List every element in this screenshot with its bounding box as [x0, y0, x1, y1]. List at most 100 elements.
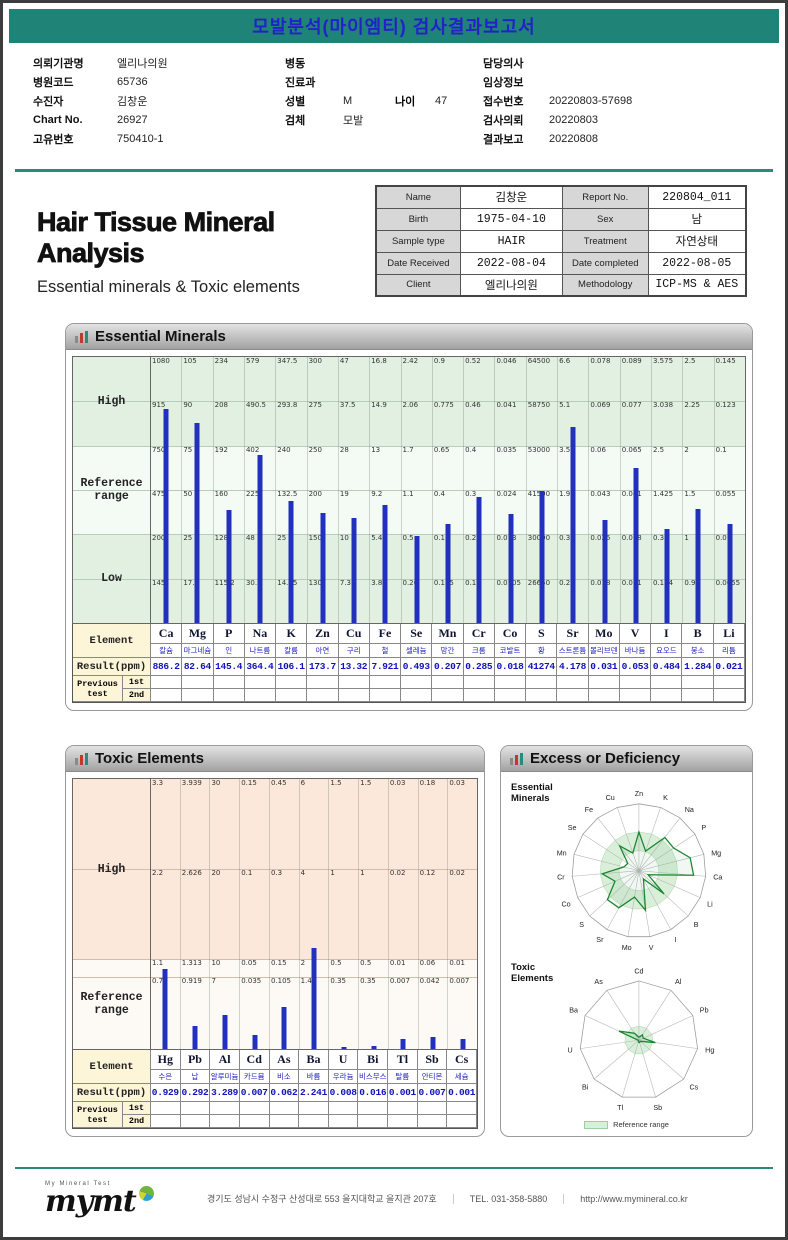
element-korean-name: 바륨: [299, 1070, 329, 1084]
footer-url[interactable]: http://www.mymineral.co.kr: [563, 1193, 688, 1204]
result-value: 0.001: [388, 1084, 418, 1102]
scale-value: 0.065: [621, 445, 642, 454]
gridline: [73, 401, 745, 403]
chart-column-v: 0.089 0.077 0.065 0.041 0.018 0.011: [619, 357, 651, 623]
scale-value: 0.01: [389, 959, 406, 967]
element-symbol: Sr: [557, 624, 589, 644]
section-title: Essential Minerals: [95, 328, 226, 345]
toxic-elements-table: Element Hg Pb Al Cd As Ba U Bi Tl Sb Cs 수은 납 알루미늄 카드뮴 비소…: [72, 1050, 478, 1129]
result-value: 0.292: [180, 1084, 211, 1102]
scale-value: 2.5: [684, 357, 696, 365]
report-banner: 모발분석(마이엠티) 검사결과보고서: [9, 9, 779, 43]
bar-chart-icon: [75, 752, 88, 765]
radar-axis-label: Ba: [569, 1006, 578, 1014]
element-symbol: Na: [244, 624, 277, 644]
result-bar-cs: [460, 1038, 466, 1049]
panel-header: Toxic Elements: [66, 746, 484, 772]
element-korean-name: 코발트: [494, 644, 527, 658]
result-bar-p: [226, 510, 232, 623]
patient-info-col2: 병동 진료과 성별 M 나이 47 검체 모발: [285, 53, 483, 148]
scale-value: 30000: [528, 535, 550, 542]
gridline: [73, 868, 477, 870]
field-value: 750410-1: [117, 132, 164, 145]
info-label: Birth: [375, 207, 461, 231]
scale-value: 0.035: [496, 445, 517, 454]
element-symbol: Mn: [432, 624, 464, 644]
field-label: 병원코드: [33, 76, 74, 89]
scale-value: 0.078: [590, 357, 611, 365]
scale-value: 1.1: [152, 959, 164, 967]
info-value: 2022-08-05: [647, 251, 747, 275]
radar-spoke: [582, 833, 640, 871]
field-label: 검체: [285, 114, 306, 127]
radar-chart-essential: Zn K Na P Mg Ca Li B I V Mo Sr S Co Cr Mn Se Fe Cu: [557, 790, 723, 952]
chart-column-se: 2.42 2.06 1.7 1.1 0.5 0.26: [400, 357, 432, 623]
scale-value: 3.88: [371, 578, 387, 587]
info-value: 자연상태: [647, 229, 747, 253]
scale-value: 1.313: [181, 959, 202, 967]
element-korean-name: 칼슘: [151, 644, 183, 658]
chart-column-cs: 0.03 0.02 0.01 0.007: [447, 779, 477, 1049]
scale-value: 19: [339, 490, 349, 498]
element-symbol: Mo: [588, 624, 620, 644]
scale-value: 17.5: [183, 578, 199, 587]
result-bar-sb: [430, 1037, 436, 1049]
scale-value: 0.013: [496, 534, 517, 543]
radar-axis-label: K: [663, 794, 668, 802]
scale-value: 16.8: [371, 357, 387, 365]
scale-value: 128: [214, 534, 228, 543]
gridline: [73, 578, 745, 580]
radar-axis-label: Cr: [557, 874, 565, 882]
chart-column-as: 0.45 0.3 0.15 0.105: [268, 779, 299, 1049]
radar-spoke: [606, 870, 640, 930]
field-label: 병동: [285, 57, 306, 70]
previous-test-cell: [151, 676, 183, 689]
scale-value: 1.5: [360, 779, 372, 787]
radar-spoke: [638, 817, 681, 871]
result-value: 7.921: [369, 658, 402, 676]
scale-value: 10: [339, 534, 349, 543]
result-bar-as: [281, 1006, 287, 1049]
element-symbol: Sb: [417, 1050, 448, 1070]
previous-test-cell: [526, 676, 558, 689]
element-symbol: Ca: [151, 624, 183, 644]
scale-value: 2.42: [402, 357, 419, 365]
element-korean-name: 수은: [151, 1070, 181, 1084]
bar-chart-icon: [510, 752, 523, 765]
previous-test-cell: [417, 1102, 448, 1115]
scale-value: 0.919: [181, 977, 202, 986]
scale-value: 1.9: [559, 490, 571, 498]
scale-value: 275: [308, 401, 322, 410]
field-value: 20220803-57698: [549, 94, 633, 107]
scale-value: 6: [300, 779, 306, 787]
toxic-elements-radar: Toxic Elements Cd Al Pb Hg Cs Sb Tl Bi U Ba As: [507, 958, 746, 1119]
essential-minerals-panel: Essential Minerals High Reference range Lo…: [65, 323, 753, 711]
radar-axis-label: Na: [685, 806, 694, 814]
scale-value: 0.007: [389, 977, 410, 986]
element-korean-name: 몰리브덴: [588, 644, 620, 658]
report-info-table: Name 김창운 Report No. 220804_011 Birth 1975-0…: [374, 185, 747, 297]
element-symbol: Tl: [388, 1050, 418, 1070]
scale-value: 90: [183, 401, 193, 410]
scale-value: 3.939: [181, 779, 202, 787]
result-bar-ca: [163, 409, 169, 623]
result-bar-sr: [570, 426, 576, 623]
logo-circle-icon: [138, 1186, 154, 1201]
scale-value: 30.3: [245, 578, 262, 587]
footer-tel: TEL. 031-358-5880: [452, 1193, 547, 1204]
result-value: 0.018: [494, 658, 527, 676]
element-korean-name: 철: [369, 644, 402, 658]
chart-column-ba: 6 4 2 1.4: [298, 779, 329, 1049]
field-label: 성별: [285, 95, 306, 108]
previous-test-cell: [151, 1115, 181, 1128]
scale-value: 0.2: [465, 534, 477, 543]
scale-value: 130: [308, 578, 322, 587]
radar-axis-label: Tl: [617, 1104, 623, 1112]
element-symbol: Se: [401, 624, 433, 644]
scale-value: 200: [152, 534, 166, 543]
chart-column-na: 579 490.5 402 225 48 30.3: [243, 357, 275, 623]
bar-chart-icon: [75, 330, 88, 343]
previous-test-cell: [494, 689, 527, 702]
